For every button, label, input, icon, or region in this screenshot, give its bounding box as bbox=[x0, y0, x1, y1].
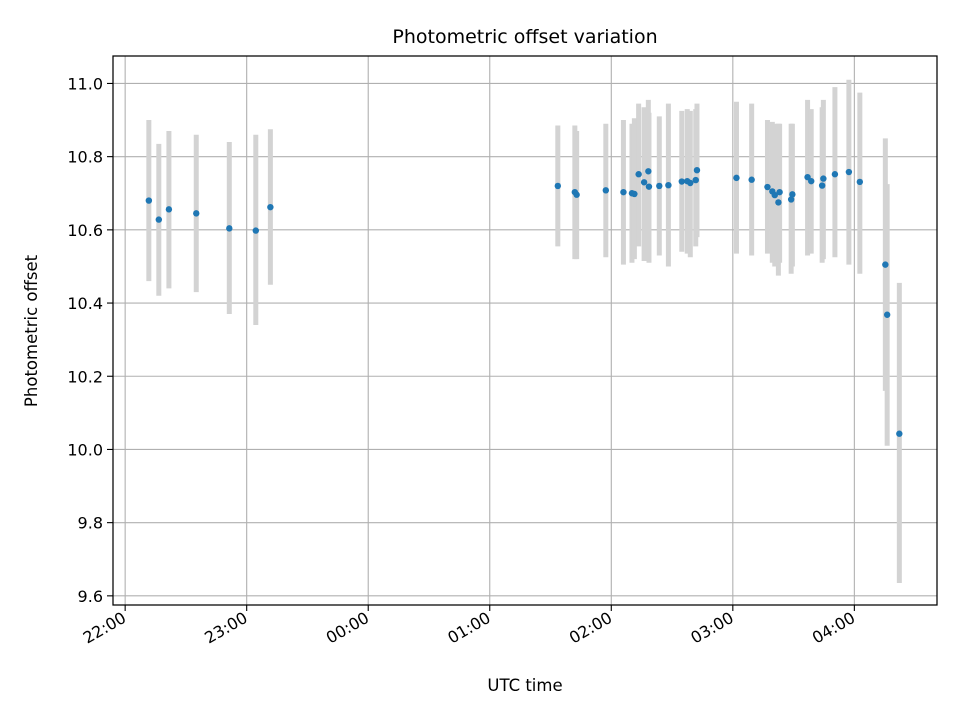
data-point bbox=[554, 182, 562, 190]
data-point bbox=[818, 182, 826, 189]
data-point bbox=[883, 311, 891, 318]
data-point bbox=[573, 191, 580, 198]
data-point bbox=[155, 216, 163, 223]
data-point bbox=[226, 225, 233, 232]
data-point bbox=[776, 188, 783, 196]
data-point bbox=[764, 183, 771, 191]
data-point bbox=[820, 175, 827, 182]
y-axis-label: Photometric offset bbox=[22, 254, 41, 407]
y-tick-label: 10.6 bbox=[67, 221, 103, 240]
data-point bbox=[267, 203, 274, 211]
plot-frame bbox=[112, 55, 938, 606]
data-point bbox=[692, 176, 699, 184]
data-point bbox=[678, 178, 685, 185]
data-point bbox=[635, 171, 642, 178]
data-point bbox=[856, 178, 864, 186]
data-point bbox=[193, 210, 200, 217]
data-point bbox=[896, 430, 903, 437]
data-point bbox=[771, 191, 778, 199]
data-point bbox=[602, 187, 610, 194]
y-axis: 9.6 9.8 10.0 10.2 10.4 10.6 10.8 11.0 bbox=[67, 74, 113, 606]
y-tick-label: 10.4 bbox=[67, 294, 103, 313]
data-point bbox=[831, 171, 839, 178]
data-point bbox=[808, 177, 815, 185]
data-point bbox=[789, 191, 796, 198]
data-point bbox=[693, 166, 701, 174]
data-point bbox=[748, 176, 755, 183]
data-point bbox=[145, 197, 153, 204]
data-point bbox=[656, 182, 663, 190]
grid bbox=[113, 56, 937, 605]
data-point bbox=[733, 174, 740, 182]
data-point bbox=[620, 188, 627, 196]
data-point bbox=[665, 181, 672, 189]
chart-title: Photometric offset variation bbox=[392, 26, 657, 48]
data-point bbox=[787, 196, 795, 203]
data-point bbox=[165, 206, 173, 213]
x-axis-label: UTC time bbox=[487, 676, 562, 695]
data-point bbox=[645, 183, 653, 190]
data-point bbox=[252, 227, 260, 234]
data-point bbox=[845, 168, 853, 176]
y-tick-label: 9.8 bbox=[78, 514, 103, 533]
y-tick-label: 10.2 bbox=[67, 367, 103, 386]
y-tick-label: 10.0 bbox=[67, 440, 103, 459]
y-tick-label: 9.6 bbox=[78, 587, 103, 606]
data-point bbox=[882, 261, 889, 268]
data-point bbox=[775, 199, 782, 206]
y-tick-label: 10.8 bbox=[67, 148, 103, 167]
y-tick-label: 11.0 bbox=[67, 74, 103, 93]
data-point bbox=[687, 179, 694, 187]
data-point bbox=[631, 190, 638, 198]
data-point bbox=[645, 168, 652, 175]
data-point bbox=[640, 179, 648, 186]
data-points bbox=[145, 166, 903, 437]
